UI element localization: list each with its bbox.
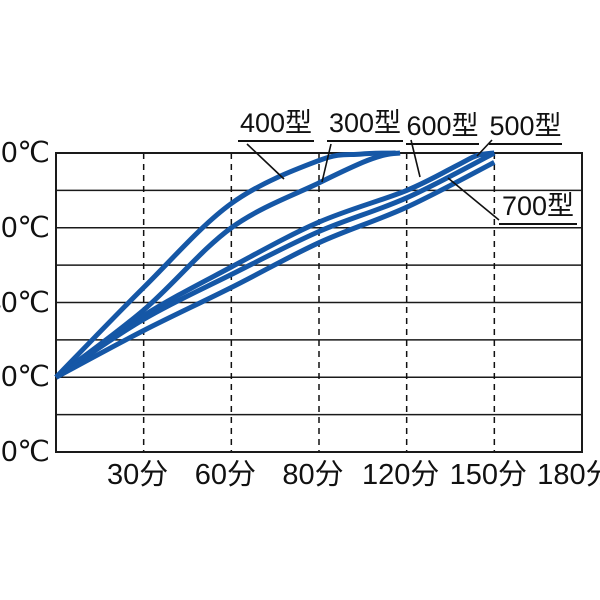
curve-label-500: 500型 (489, 112, 562, 145)
y-tick-label: 20℃ (0, 361, 50, 394)
curve-label-600: 600型 (406, 112, 479, 145)
y-tick-label: 80℃ (0, 137, 50, 169)
y-tick-label: 60℃ (0, 211, 50, 244)
x-tick-label: 150分 (449, 459, 528, 491)
y-tick-label: 0℃ (1, 436, 50, 468)
x-tick-label: 30分 (107, 459, 169, 491)
curve-label-400: 400型 (238, 109, 314, 142)
annotation-leader-lines (246, 139, 500, 221)
x-tick-label: 120分 (361, 459, 440, 491)
curve-label-300: 300型 (327, 109, 403, 142)
plot-border (55, 152, 583, 453)
curve-600型 (54, 150, 495, 380)
x-tick-label: 60分 (194, 459, 256, 491)
x-tick-label: 80分 (282, 459, 344, 491)
curve-400型 (54, 150, 396, 380)
y-tick-label: 40℃ (0, 286, 50, 319)
curve-500型 (54, 150, 496, 380)
series-curves (54, 150, 496, 380)
curve-700型 (54, 160, 496, 380)
x-tick-label: 180分 (537, 459, 600, 491)
curve-300型 (54, 150, 401, 380)
curve-label-700: 700型 (499, 192, 577, 225)
